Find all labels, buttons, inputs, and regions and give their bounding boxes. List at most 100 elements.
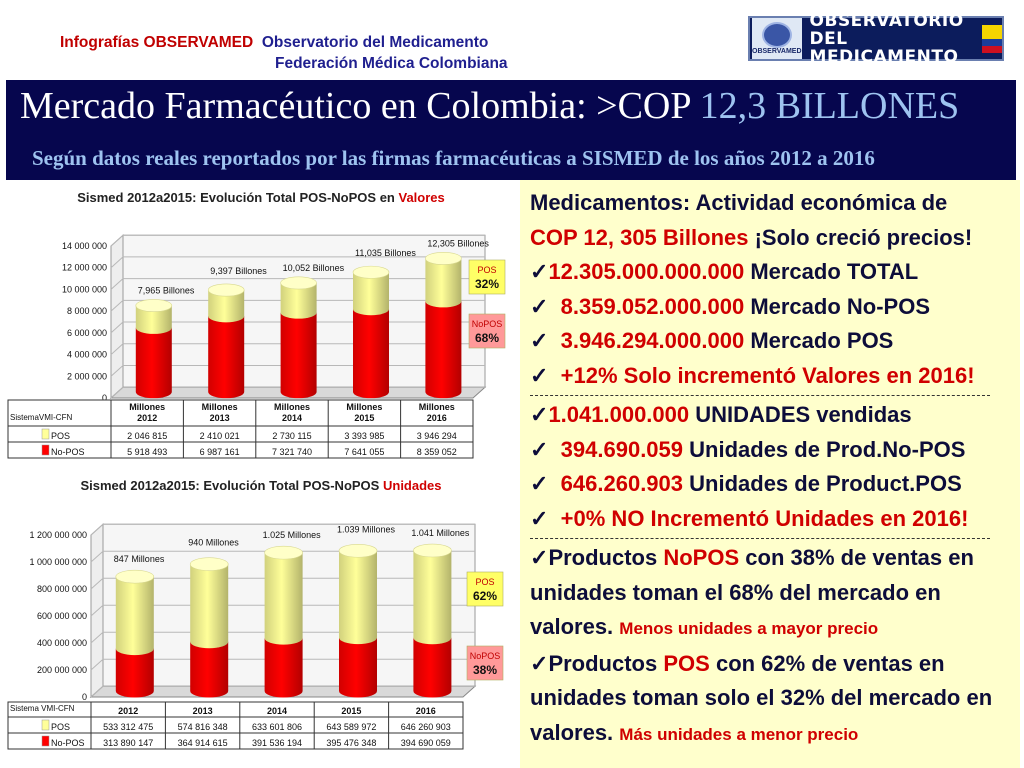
table-cell-value: 574 816 348 (178, 722, 228, 732)
y-tick-label: 2 000 000 (67, 371, 107, 381)
callout-value: 68% (475, 331, 499, 345)
page-subtitle: Según datos reales reportados por las fi… (32, 146, 875, 170)
legend-label: No-POS (51, 447, 85, 457)
chart-unidades: 0 200 000 000 400 000 000 600 000 000 800 00… (7, 523, 504, 750)
category-label: 2015 (341, 706, 361, 716)
chart-valores-title: Sismed 2012a2015: Evolución Total POS-No… (77, 190, 445, 205)
info-bullet-valores: ✓ +12% Solo incrementó Valores en 2016! (530, 362, 975, 388)
category-label: 2013 (193, 706, 213, 716)
bar-segment-nopos (413, 637, 452, 698)
table-cell-value: 2 730 115 (272, 431, 311, 441)
bar-segment-pos (190, 564, 229, 649)
header-prefix: Infografías OBSERVAMED (60, 34, 254, 51)
y-tick-label: 400 000 000 (37, 638, 87, 648)
callout-value: 62% (473, 589, 497, 603)
callout-value: 38% (473, 663, 497, 677)
table-cell-value: 2 046 815 (127, 431, 167, 441)
total-label: 1.025 Millones (263, 530, 322, 540)
info-line2: COP 12, 305 Billones ¡Solo creció precio… (530, 224, 973, 250)
callout-box (466, 645, 504, 681)
divider (530, 395, 990, 396)
bar-segment-pos (208, 290, 245, 323)
side-wall (110, 234, 124, 400)
callout-box (468, 259, 506, 295)
bar-segment-pos (115, 576, 154, 656)
y-tick-label: 800 000 000 (37, 584, 87, 594)
bar-segment-pos (425, 258, 462, 308)
info-paragraph-pos: ✓Productos POS con 62% de ventas en unid… (530, 650, 993, 745)
table-cell-value: 3 946 294 (417, 431, 457, 441)
info-bullet-unidades: ✓1.041.000.000 UNIDADES vendidas (530, 402, 912, 427)
total-label: 9,397 Billones (210, 266, 267, 276)
bar-cap (264, 545, 303, 560)
gridline (110, 234, 485, 247)
callout-box (468, 313, 506, 349)
info-panel: Medicamentos: Actividad económica de COP… (520, 180, 1020, 768)
bar-segment-nopos (339, 637, 377, 698)
callout-label: POS (477, 265, 496, 275)
table-cell-value: 391 536 194 (252, 738, 302, 748)
table-cell-value: 364 914 615 (178, 738, 228, 748)
chart-valores: 0 2 000 000 4 000 000 6 000 000 8 000 000 10 … (7, 234, 506, 459)
table-cell-value: 533 312 475 (103, 722, 153, 732)
table-cell-value: 313 890 147 (103, 738, 153, 748)
observatorio-logo: OBSERVAMED OBSERVATORIO DEL MEDICAMENTO (748, 12, 1004, 66)
total-label: 847 Millones (114, 554, 165, 564)
info-bullet-unidades-growth: ✓ +0% NO Incrementó Unidades en 2016! (530, 505, 969, 531)
info-bullet-total: ✓12.305.000.000.000 Mercado TOTAL (530, 259, 919, 284)
source-label: Sistema VMI-CFN (10, 704, 75, 713)
table-cell-value: 395 476 348 (326, 738, 376, 748)
bar-segment-nopos (190, 641, 229, 698)
bar-cap (207, 283, 245, 297)
bar-cap (189, 557, 229, 571)
legend-swatch (41, 428, 50, 440)
bar-segment-pos (280, 282, 317, 319)
bar-segment-nopos (264, 638, 303, 698)
total-label: 7,965 Billones (138, 285, 195, 295)
category-label: Millones (346, 402, 382, 412)
bar-segment-pos (353, 272, 389, 316)
category-label: 2014 (267, 706, 287, 716)
legend-label: POS (51, 722, 70, 732)
callout-label: NoPOS (470, 651, 501, 661)
logo-text: OBSERVATORIO DEL MEDICAMENTO (809, 10, 964, 67)
category-label: Millones (419, 402, 455, 412)
y-tick-label: 200 000 000 (37, 665, 87, 675)
legend-swatch (41, 735, 50, 747)
table-cell-value: 646 260 903 (401, 722, 451, 732)
chart-unidades-title: Sismed 2012a2015: Evolución Total POS-No… (80, 478, 442, 493)
y-tick-label: 600 000 000 (37, 611, 87, 621)
total-label: 10,052 Billones (283, 263, 345, 273)
category-label: Millones (274, 402, 310, 412)
bar-segment-nopos (135, 327, 172, 399)
legend-label: POS (51, 431, 70, 441)
bar-segment-nopos (353, 309, 389, 399)
info-bullet-nopos: ✓ 8.359.052.000.000 Mercado No-POS (530, 293, 931, 319)
title-banner: Mercado Farmacéutico en Colombia: >COP 1… (6, 80, 1016, 180)
y-tick-label: 1 000 000 000 (29, 557, 87, 567)
table-cell-value: 643 589 972 (326, 722, 376, 732)
bar-segment-pos (339, 550, 377, 645)
table-cell-value: 5 918 493 (127, 447, 167, 457)
y-tick-label: 0 (82, 692, 87, 702)
callout-label: POS (475, 577, 494, 587)
total-label: 12,305 Billones (427, 238, 489, 248)
bar-segment-nopos (280, 312, 317, 399)
bar-segment-nopos (208, 316, 245, 399)
legend-swatch (41, 444, 50, 456)
bar-cap (115, 569, 155, 584)
table-cell-value: 6 987 161 (200, 447, 240, 457)
info-bullet-pos: ✓ 3.946.294.000.000 Mercado POS (530, 328, 894, 353)
bar-cap (425, 252, 462, 265)
total-label: 11,035 Billones (355, 248, 416, 258)
header-org2: Federación Médica Colombiana (275, 55, 508, 72)
total-label: 1.041 Millones (411, 528, 470, 538)
category-label: 2014 (282, 413, 302, 423)
bar-cap (413, 543, 452, 558)
legend-swatch (41, 719, 50, 731)
gridline (110, 256, 485, 269)
y-tick-label: 6 000 000 (67, 328, 107, 338)
chart-unidades-panel: Sismed 2012a2015: Evolución Total POS-No… (6, 466, 516, 766)
y-tick-label: 0 (102, 393, 107, 403)
category-label: 2012 (137, 413, 157, 423)
